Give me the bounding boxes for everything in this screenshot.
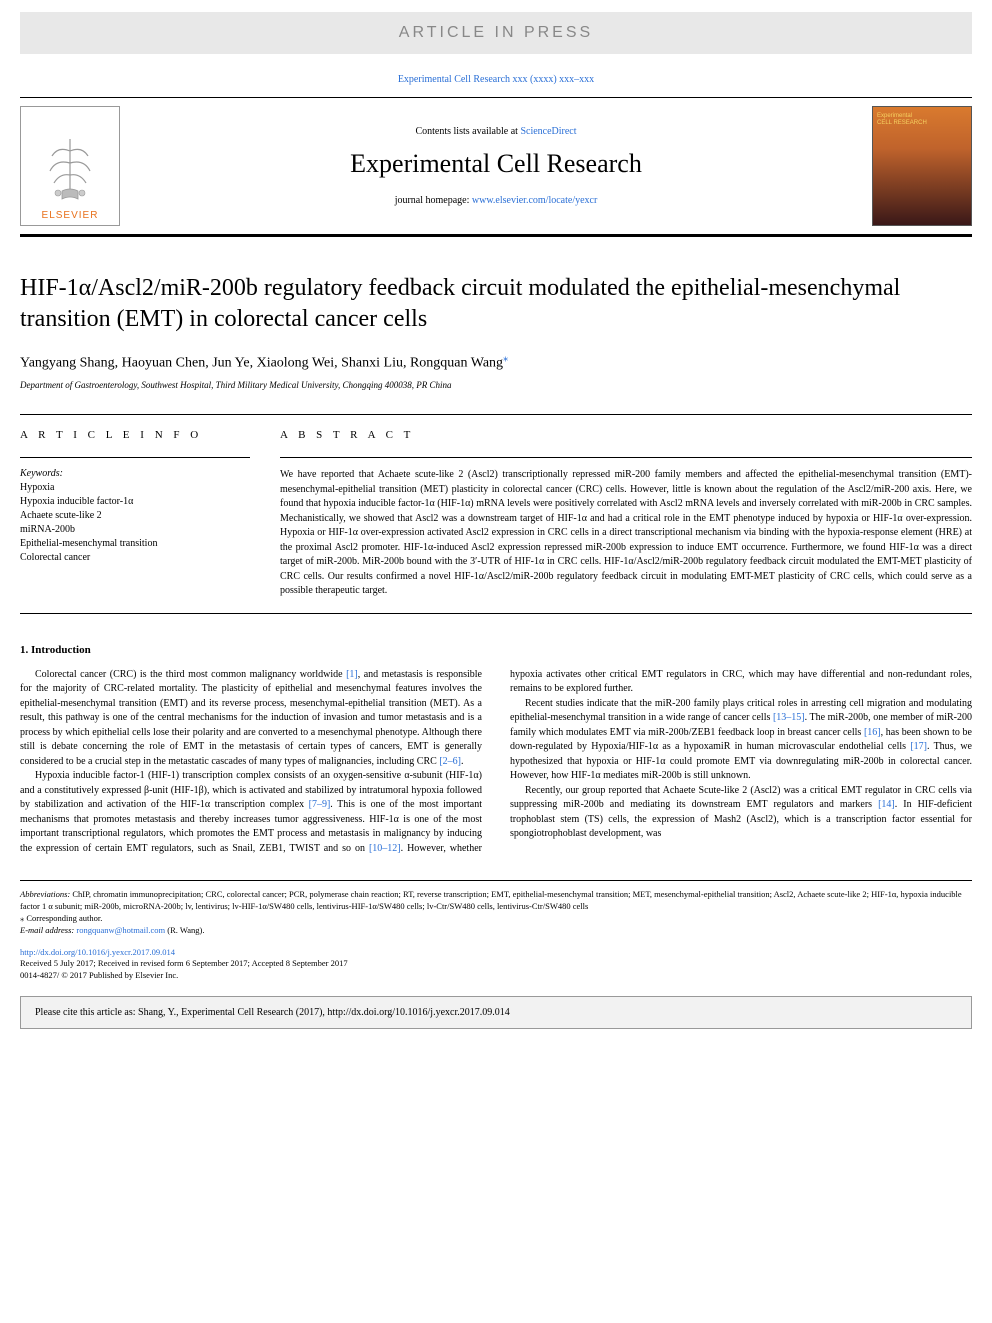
abbreviations-line: Abbreviations: ChIP, chromatin immunopre… — [20, 889, 972, 913]
corr-text: Corresponding author. — [24, 913, 102, 923]
abstract-column: A B S T R A C T We have reported that Ac… — [280, 429, 972, 599]
email-line: E-mail address: rongquanw@hotmail.com (R… — [20, 925, 972, 937]
email-label: E-mail address: — [20, 925, 74, 935]
homepage-prefix: journal homepage: — [395, 195, 472, 206]
keyword: Epithelial-mesenchymal transition — [20, 537, 250, 551]
elsevier-logo: ELSEVIER — [20, 106, 120, 226]
article-info-column: A R T I C L E I N F O Keywords: Hypoxia … — [20, 429, 250, 599]
elsevier-tree-icon — [40, 131, 100, 206]
corresponding-line: ⁎ Corresponding author. — [20, 913, 972, 925]
email-link[interactable]: rongquanw@hotmail.com — [76, 925, 165, 935]
article-title: HIF-1α/Ascl2/miR-200b regulatory feedbac… — [20, 273, 972, 335]
homepage-line: journal homepage: www.elsevier.com/locat… — [132, 195, 860, 206]
cover-title: Experimental CELL RESEARCH — [877, 113, 927, 126]
introduction-section: 1. Introduction Colorectal cancer (CRC) … — [20, 644, 972, 857]
info-abstract-row: A R T I C L E I N F O Keywords: Hypoxia … — [20, 414, 972, 614]
citation-link[interactable]: [17] — [910, 741, 927, 752]
journal-header: ELSEVIER Contents lists available at Sci… — [20, 97, 972, 237]
header-center: Contents lists available at ScienceDirec… — [120, 126, 872, 206]
contents-line: Contents lists available at ScienceDirec… — [132, 126, 860, 137]
abbrev-label: Abbreviations: — [20, 889, 70, 899]
email-suffix: (R. Wang). — [165, 925, 204, 935]
body-para-4: Recently, our group reported that Achaet… — [510, 784, 972, 842]
banner-text: ARTICLE IN PRESS — [399, 24, 593, 41]
keyword: Hypoxia inducible factor-1α — [20, 495, 250, 509]
sciencedirect-link[interactable]: ScienceDirect — [520, 126, 576, 137]
citation-link[interactable]: [10–12] — [369, 843, 401, 854]
keyword: Achaete scute-like 2 — [20, 509, 250, 523]
issn-line: 0014-4827/ © 2017 Published by Elsevier … — [20, 970, 972, 982]
abstract-text: We have reported that Achaete scute-like… — [280, 468, 972, 599]
corresponding-marker: ⁎ — [503, 353, 508, 364]
abstract-heading: A B S T R A C T — [280, 429, 972, 441]
author-list: Yangyang Shang, Haoyuan Chen, Jun Ye, Xi… — [20, 353, 972, 372]
received-line: Received 5 July 2017; Received in revise… — [20, 958, 972, 970]
journal-name: Experimental Cell Research — [132, 149, 860, 179]
abbrev-text: ChIP, chromatin immunoprecipitation; CRC… — [20, 889, 962, 911]
contents-prefix: Contents lists available at — [415, 126, 520, 137]
intro-heading: 1. Introduction — [20, 644, 972, 656]
cite-this-article-box: Please cite this article as: Shang, Y., … — [20, 996, 972, 1029]
keyword: Colorectal cancer — [20, 551, 250, 565]
keyword: miRNA-200b — [20, 523, 250, 537]
journal-cover-thumbnail: Experimental CELL RESEARCH — [872, 106, 972, 226]
citation-link[interactable]: [16] — [864, 727, 881, 738]
body-para-3: Recent studies indicate that the miR-200… — [510, 697, 972, 784]
body-para-1: Colorectal cancer (CRC) is the third mos… — [20, 668, 482, 770]
citation-link[interactable]: [2–6] — [439, 756, 461, 767]
citation-link[interactable]: [1] — [346, 669, 358, 680]
keyword: Hypoxia — [20, 481, 250, 495]
homepage-link[interactable]: www.elsevier.com/locate/yexcr — [472, 195, 597, 206]
affiliation: Department of Gastroenterology, Southwes… — [20, 380, 972, 390]
footnotes: Abbreviations: ChIP, chromatin immunopre… — [20, 880, 972, 937]
article-info-heading: A R T I C L E I N F O — [20, 429, 250, 441]
authors-text: Yangyang Shang, Haoyuan Chen, Jun Ye, Xi… — [20, 356, 503, 371]
doi-block: http://dx.doi.org/10.1016/j.yexcr.2017.0… — [20, 947, 972, 983]
keywords-label: Keywords: — [20, 468, 250, 479]
article-in-press-banner: ARTICLE IN PRESS — [20, 12, 972, 54]
citation-link[interactable]: [13–15] — [773, 712, 805, 723]
citation-link[interactable]: [14] — [878, 799, 895, 810]
doi-link[interactable]: http://dx.doi.org/10.1016/j.yexcr.2017.0… — [20, 947, 972, 959]
elsevier-wordmark: ELSEVIER — [42, 210, 99, 221]
body-columns: Colorectal cancer (CRC) is the third mos… — [20, 668, 972, 857]
citation-link[interactable]: [7–9] — [309, 799, 331, 810]
journal-reference-line: Experimental Cell Research xxx (xxxx) xx… — [0, 66, 992, 97]
